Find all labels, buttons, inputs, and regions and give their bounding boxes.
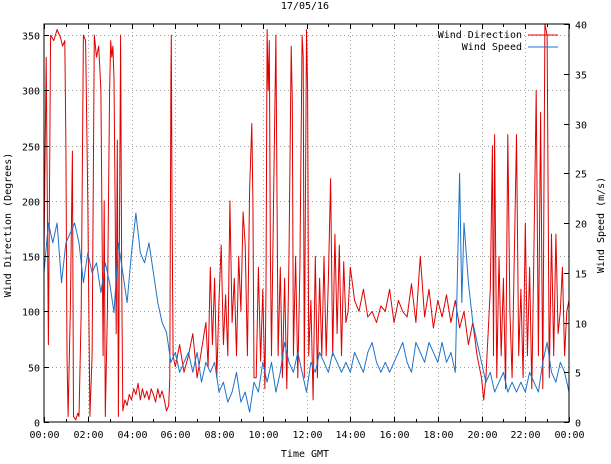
x-tick-label: 10:00 (248, 430, 278, 441)
y-right-tick-label: 0 (575, 419, 581, 430)
y-right-tick-label: 40 (575, 21, 587, 32)
series-layer (43, 23, 570, 421)
x-tick-label: 00:00 (554, 430, 584, 441)
y-left-tick-labels: 0 50 100 150 200 250 300 350 (22, 32, 40, 430)
y-left-tick-label: 350 (22, 32, 40, 43)
y-left-tick-label: 50 (28, 364, 40, 375)
axis-ticks (44, 24, 570, 423)
y-left-tick-label: 200 (22, 198, 40, 209)
x-tick-label: 00:00 (29, 430, 59, 441)
y-right-tick-label: 5 (575, 369, 581, 380)
x-tick-label: 02:00 (73, 430, 103, 441)
x-tick-label: 12:00 (292, 430, 322, 441)
legend-label-speed: Wind Speed (462, 42, 522, 53)
x-tick-label: 22:00 (510, 430, 540, 441)
wind-speed-line (43, 172, 570, 413)
x-tick-labels: 00:00 02:00 04:00 06:00 08:00 10:00 12:00 14:00… (29, 430, 584, 441)
y-left-tick-label: 0 (34, 419, 40, 430)
x-tick-label: 20:00 (467, 430, 497, 441)
x-tick-label: 06:00 (160, 430, 190, 441)
y-right-tick-label: 35 (575, 71, 587, 82)
y-right-tick-labels: 0 5 10 15 20 25 30 35 40 (575, 21, 587, 430)
legend-label-direction: Wind Direction (438, 30, 522, 41)
y-left-tick-label: 150 (22, 253, 40, 264)
wind-direction-line (43, 23, 570, 421)
y-right-tick-label: 20 (575, 220, 587, 231)
y-right-tick-label: 25 (575, 170, 587, 181)
chart-title: 17/05/16 (281, 1, 329, 12)
x-tick-label: 18:00 (423, 430, 453, 441)
y-right-tick-label: 30 (575, 121, 587, 132)
x-tick-label: 04:00 (117, 430, 147, 441)
x-axis-label: Time GMT (281, 449, 329, 459)
x-tick-label: 14:00 (335, 430, 365, 441)
x-tick-label: 16:00 (379, 430, 409, 441)
y-right-tick-label: 15 (575, 270, 587, 281)
y-left-tick-label: 250 (22, 143, 40, 154)
y-right-tick-label: 10 (575, 320, 587, 331)
legend: Wind Direction Wind Speed (438, 30, 558, 53)
x-tick-label: 08:00 (204, 430, 234, 441)
y-left-tick-label: 100 (22, 308, 40, 319)
y-left-axis-label: Wind Direction (Degrees) (3, 153, 14, 298)
y-left-tick-label: 300 (22, 87, 40, 98)
y-right-axis-label: Wind Speed (m/s) (596, 177, 607, 273)
